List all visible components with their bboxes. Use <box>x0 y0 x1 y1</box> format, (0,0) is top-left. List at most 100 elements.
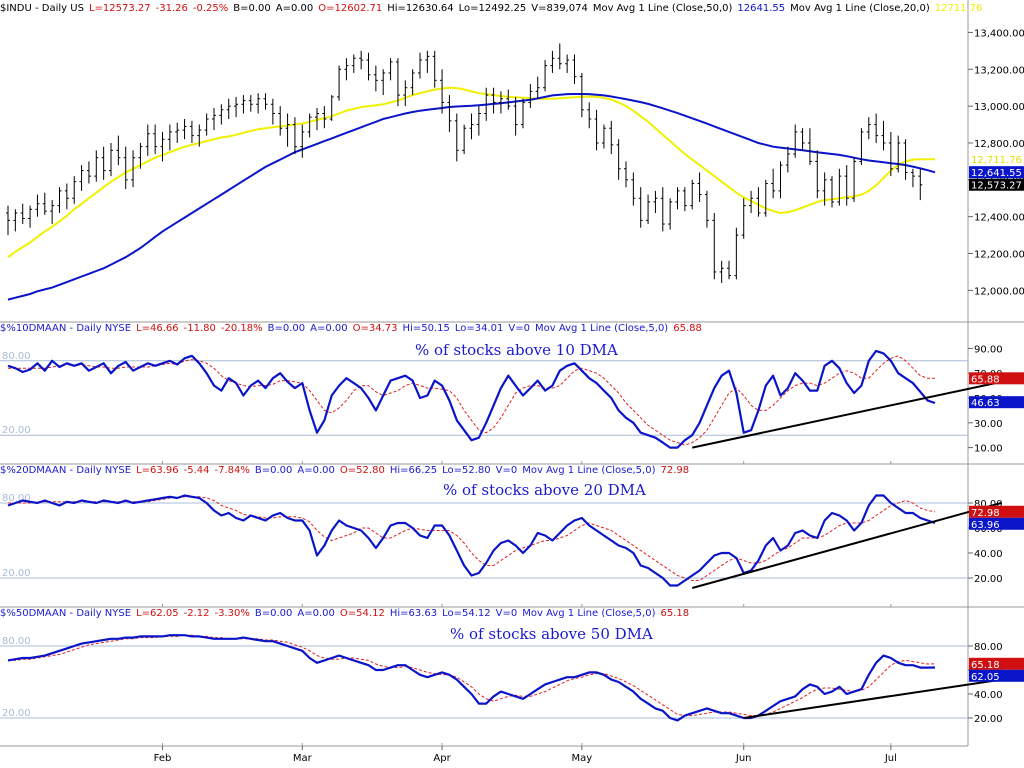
last-value-box <box>969 517 1024 530</box>
indicator-line <box>7 634 936 722</box>
price-bar <box>145 124 150 156</box>
price-bar <box>300 124 305 158</box>
last-value-label: 46.63 <box>971 398 1000 409</box>
price-bar <box>292 117 297 155</box>
price-bar <box>212 107 216 131</box>
price-bar <box>837 168 842 206</box>
last-value-box <box>969 178 1024 191</box>
price-bar <box>476 106 481 136</box>
price-bar <box>910 168 915 188</box>
header-p20: $%20DMAAN - Daily NYSE L=63.96 -5.44 -7.84%… <box>0 465 694 477</box>
price-bar <box>874 113 879 143</box>
price-bar <box>866 117 871 140</box>
price-bar <box>830 176 834 208</box>
reference-label: 80.00 <box>2 636 31 647</box>
price-bar <box>543 60 548 92</box>
x-tick-label: May <box>572 753 593 764</box>
price-bar <box>241 95 246 114</box>
price-bar <box>403 80 408 107</box>
price-bar <box>234 96 239 118</box>
x-tick-label: Apr <box>433 753 451 764</box>
y-tick-label: 13,200.00 <box>974 65 1024 76</box>
header-open: O=34.73 <box>352 323 398 334</box>
y-tick-label: 40.00 <box>974 690 1003 701</box>
x-tick-label: Jul <box>884 753 897 764</box>
trend-line <box>691 502 1002 589</box>
header-hi: Hi=63.63 <box>389 608 438 619</box>
header-ma2: Mov Avg 1 Line (Close,20,0) <box>790 3 930 14</box>
price-bar <box>749 190 754 213</box>
ma5-line <box>8 496 936 581</box>
price-bar <box>624 161 628 188</box>
price-bar <box>763 179 768 217</box>
price-bar <box>167 124 172 151</box>
price-bar <box>638 187 643 228</box>
price-bar <box>373 65 378 92</box>
price-bar <box>395 58 400 107</box>
price-bar <box>484 87 489 121</box>
header-change: -2.12 <box>183 608 210 619</box>
price-bar <box>682 187 687 212</box>
price-bar <box>741 198 746 239</box>
y-tick-label: 10.00 <box>974 444 1003 455</box>
header-b: B=0.00 <box>233 3 271 14</box>
price-bar <box>609 120 614 155</box>
price-bar <box>859 128 864 166</box>
price-bar <box>528 84 533 108</box>
header-open: O=52.80 <box>339 465 385 476</box>
price-bar <box>219 104 224 125</box>
header-ma1-value: 12641.55 <box>737 3 786 14</box>
price-bar <box>101 146 106 180</box>
price-bar <box>278 106 283 136</box>
header-lo: Lo=12492.25 <box>458 3 527 14</box>
price-bar <box>153 124 158 155</box>
price-bar <box>462 124 467 155</box>
price-bar <box>381 69 386 96</box>
last-value-box <box>969 166 1024 179</box>
price-bar <box>13 209 18 232</box>
price-bar <box>197 124 202 147</box>
price-bar <box>182 119 187 140</box>
price-bar <box>668 198 673 230</box>
price-bar <box>35 194 40 217</box>
trend-line <box>743 678 1002 719</box>
trend-line <box>692 380 1002 449</box>
reference-label: 20.00 <box>2 708 31 719</box>
price-bar <box>109 142 113 177</box>
header-symbol: $%50DMAAN - Daily NYSE <box>0 608 132 619</box>
price-bar <box>690 179 695 210</box>
y-tick-label: 20.00 <box>974 714 1003 725</box>
last-value-box <box>969 657 1024 670</box>
price-bar <box>64 183 69 210</box>
price-bar <box>28 205 33 228</box>
header-ma1: Mov Avg 1 Line (Close,50,0) <box>592 3 733 14</box>
price-bar <box>344 58 349 81</box>
indicator-line <box>7 494 936 587</box>
header-lo: Lo=52.80 <box>442 465 491 476</box>
price-bar <box>359 50 364 70</box>
price-bar <box>410 69 415 96</box>
price-bar <box>903 139 908 180</box>
last-value-label: 72.98 <box>971 508 1000 519</box>
price-bar <box>579 72 584 118</box>
price-bar <box>807 128 812 166</box>
price-bar <box>535 76 540 99</box>
price-bar <box>918 168 923 201</box>
price-bar <box>896 135 901 173</box>
price-bar <box>351 54 356 73</box>
price-bar <box>42 192 47 215</box>
last-value-label: 12,573.27 <box>971 181 1022 192</box>
price-bar <box>734 227 739 280</box>
y-tick-label: 12,400.00 <box>974 213 1024 224</box>
price-bar <box>771 168 776 199</box>
last-value-box <box>969 505 1024 518</box>
price-bar <box>86 161 91 184</box>
y-tick-label: 13,000.00 <box>974 102 1024 113</box>
header-ma1-value: 65.88 <box>673 323 702 334</box>
y-tick-label: 12,000.00 <box>974 286 1024 297</box>
price-bar <box>646 194 651 225</box>
price-bar <box>616 139 621 180</box>
price-bar <box>822 172 827 206</box>
price-bar <box>888 131 893 177</box>
